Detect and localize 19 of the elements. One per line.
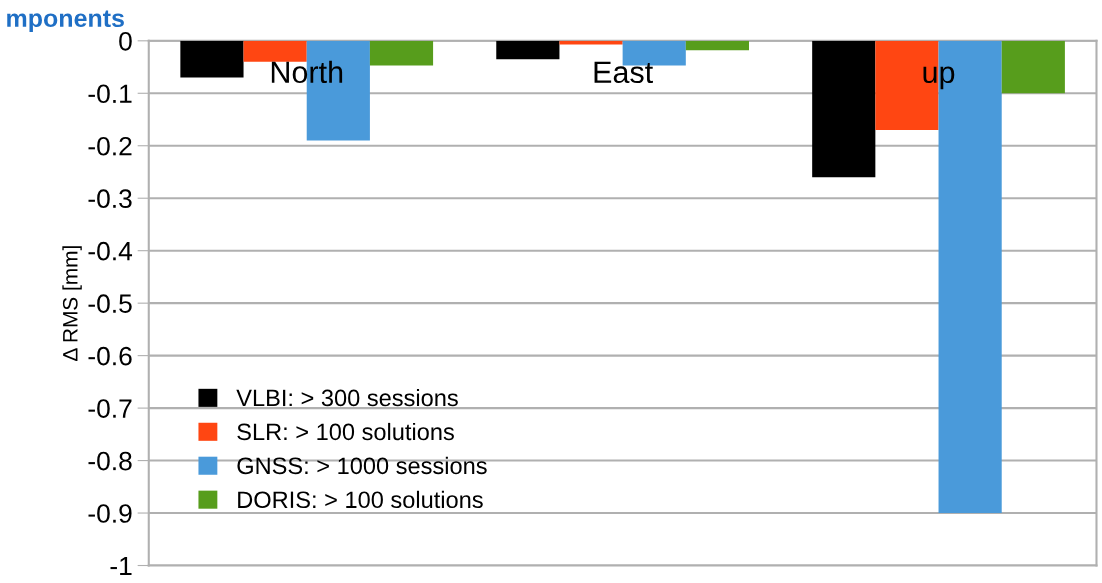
legend-label: DORIS: > 100 solutions	[238, 490, 483, 509]
y-axis-title: Δ RMS [mm]	[62, 246, 82, 361]
y-tick-label: -0.6	[88, 346, 132, 366]
y-tick-label: -0.5	[88, 294, 132, 313]
y-tick-label: -0.1	[88, 84, 132, 104]
y-tick-label: -0.4	[88, 241, 133, 261]
legend-label: GNSS: > 1000 sessions	[237, 456, 487, 475]
y-tick-label: -0.9	[88, 504, 132, 523]
y-tick-label: 0	[119, 31, 132, 51]
legend-label: SLR: > 100 solutions	[237, 422, 454, 441]
legend-label: VLBI: > 300 sessions	[236, 388, 458, 407]
y-tick-label: -0.3	[88, 189, 132, 209]
x-tick-label: North	[271, 60, 343, 84]
y-tick-label: -0.8	[88, 451, 132, 471]
y-tick-label: -0.2	[88, 136, 132, 156]
y-tick-label: -1	[110, 556, 132, 576]
y-tick-label: -0.7	[88, 399, 132, 418]
x-tick-label: East	[594, 61, 653, 84]
chart-title: mponents	[7, 10, 124, 33]
